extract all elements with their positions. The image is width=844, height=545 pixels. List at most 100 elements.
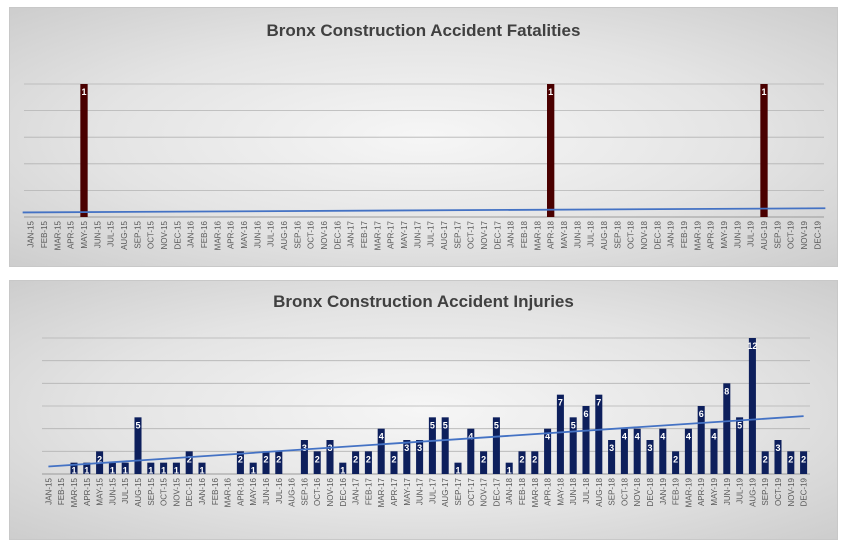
x-tick-label: JUL-18 xyxy=(582,477,591,503)
x-tick-label: AUG-15 xyxy=(134,477,143,506)
x-tick-label: NOV-15 xyxy=(172,477,181,506)
x-tick-label: DEC-17 xyxy=(493,220,502,249)
bar xyxy=(531,451,539,474)
bar xyxy=(313,451,321,474)
x-tick-label: FEB-16 xyxy=(211,477,220,505)
x-tick-label: JUL-19 xyxy=(736,477,745,503)
x-tick-label: OCT-18 xyxy=(627,220,636,249)
x-tick-label: NOV-17 xyxy=(480,477,489,506)
x-tick-label: SEP-18 xyxy=(613,220,622,248)
x-tick-label: APR-19 xyxy=(697,477,706,506)
bar xyxy=(582,406,590,474)
x-tick-label: MAR-17 xyxy=(377,477,386,507)
bar xyxy=(454,462,462,474)
bar xyxy=(416,440,424,474)
data-label: 2 xyxy=(788,454,793,464)
x-tick-label: APR-19 xyxy=(707,220,716,249)
bar xyxy=(492,417,500,474)
data-label: 6 xyxy=(699,409,704,419)
bar xyxy=(198,462,206,474)
data-label: 8 xyxy=(724,386,729,396)
x-tick-label: JAN-15 xyxy=(27,220,36,247)
x-tick-label: DEC-19 xyxy=(800,477,809,506)
data-label: 3 xyxy=(775,443,780,453)
x-tick-label: DEC-15 xyxy=(185,477,194,506)
x-tick-label: FEB-15 xyxy=(40,220,49,248)
x-tick-label: AUG-19 xyxy=(760,220,769,249)
bar xyxy=(249,462,257,474)
trendline xyxy=(48,415,804,468)
x-tick-label: NOV-16 xyxy=(326,477,335,506)
x-tick-label: SEP-16 xyxy=(293,220,302,248)
x-tick-label: SEP-17 xyxy=(454,477,463,505)
data-label: 4 xyxy=(545,432,550,442)
data-label: 4 xyxy=(660,432,665,442)
x-tick-label: MAY-19 xyxy=(720,220,729,248)
x-tick-label: JUN-15 xyxy=(108,477,117,505)
bar xyxy=(134,417,142,474)
data-label: 12 xyxy=(747,341,757,351)
x-tick-label: JAN-19 xyxy=(659,477,668,504)
x-tick-label: AUG-16 xyxy=(280,220,289,249)
bar xyxy=(390,451,398,474)
x-tick-label: MAY-15 xyxy=(96,477,105,505)
data-label: 5 xyxy=(430,420,435,430)
x-tick-label: FEB-15 xyxy=(57,477,66,505)
data-label: 7 xyxy=(558,398,563,408)
x-tick-label: JUN-19 xyxy=(723,477,732,505)
x-tick-label: FEB-17 xyxy=(364,477,373,505)
bar xyxy=(160,462,168,474)
x-tick-label: JAN-18 xyxy=(507,220,516,247)
data-label: 1 xyxy=(455,466,460,476)
bar xyxy=(646,440,654,474)
x-tick-label: SEP-19 xyxy=(773,220,782,248)
bar xyxy=(547,84,555,217)
x-tick-label: OCT-19 xyxy=(787,220,796,249)
bar xyxy=(352,451,360,474)
x-tick-label: OCT-17 xyxy=(467,477,476,506)
x-tick-label: OCT-18 xyxy=(620,477,629,506)
x-tick-label: FEB-19 xyxy=(672,477,681,505)
data-label: 4 xyxy=(686,432,691,442)
x-tick-label: MAY-18 xyxy=(556,477,565,505)
bar xyxy=(300,440,308,474)
x-tick-label: MAR-18 xyxy=(531,477,540,507)
data-label: 2 xyxy=(673,454,678,464)
data-label: 1 xyxy=(148,466,153,476)
bar xyxy=(736,417,744,474)
x-tick-label: AUG-19 xyxy=(748,477,757,506)
x-tick-label: JUL-16 xyxy=(267,220,276,246)
x-tick-label: AUG-18 xyxy=(600,220,609,249)
x-tick-label: DEC-15 xyxy=(173,220,182,249)
fatalities-chart-plot: 1 1 1 JAN-15 FEB-15 MAR-15 APR-15 MAY-15 JUN-15 J… xyxy=(22,83,826,250)
bar xyxy=(70,462,78,474)
bar xyxy=(275,451,283,474)
x-tick-label: MAY-17 xyxy=(403,477,412,505)
x-tick-label: MAR-16 xyxy=(224,477,233,507)
x-tick-label: NOV-19 xyxy=(787,477,796,506)
x-tick-label: SEP-18 xyxy=(608,477,617,505)
x-tick-label: MAR-17 xyxy=(373,220,382,250)
data-label: 2 xyxy=(519,454,524,464)
x-tick-label: SEP-17 xyxy=(453,220,462,248)
x-tick-label: FEB-18 xyxy=(518,477,527,505)
bar xyxy=(172,462,180,474)
x-tick-label: SEP-16 xyxy=(300,477,309,505)
x-tick-label: JUL-16 xyxy=(275,477,284,503)
x-tick-label: JUN-17 xyxy=(413,220,422,248)
bar xyxy=(608,440,616,474)
x-tick-label: JAN-17 xyxy=(347,220,356,247)
bar xyxy=(710,428,718,474)
x-tick-label: OCT-19 xyxy=(774,477,783,506)
bar xyxy=(620,428,628,474)
x-tick-label: JUL-17 xyxy=(427,220,436,246)
x-tick-label: JAN-19 xyxy=(667,220,676,247)
bar xyxy=(761,451,769,474)
data-label: 6 xyxy=(583,409,588,419)
bar xyxy=(659,428,667,474)
x-tick-label: AUG-17 xyxy=(440,220,449,249)
bar xyxy=(672,451,680,474)
x-tick-label: MAY-16 xyxy=(249,477,258,505)
x-tick-label: NOV-18 xyxy=(640,220,649,249)
